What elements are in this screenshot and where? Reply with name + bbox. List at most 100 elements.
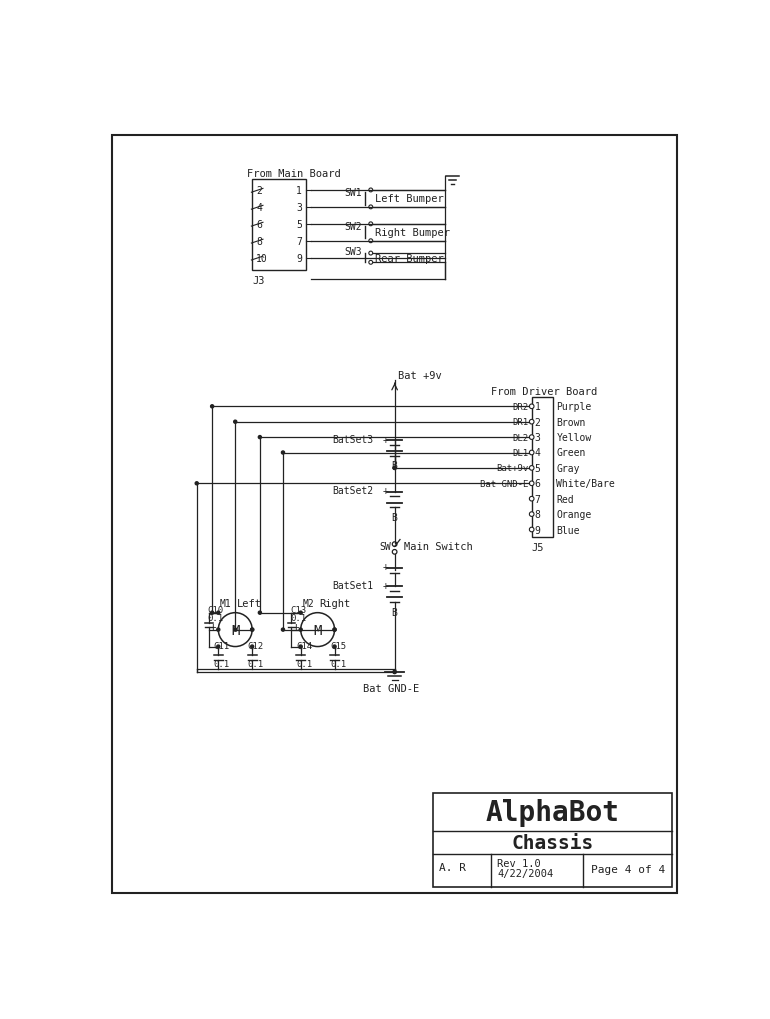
Bar xyxy=(253,180,306,271)
Circle shape xyxy=(251,629,254,632)
Circle shape xyxy=(530,466,534,471)
Text: Yellow: Yellow xyxy=(556,433,591,442)
Text: 9: 9 xyxy=(296,254,302,264)
Circle shape xyxy=(369,252,373,256)
Circle shape xyxy=(299,611,302,614)
Text: AlphaBot: AlphaBot xyxy=(485,798,620,826)
Text: B: B xyxy=(392,607,397,616)
Circle shape xyxy=(530,497,534,501)
Text: 7: 7 xyxy=(534,494,541,504)
Circle shape xyxy=(234,629,237,632)
Text: +: + xyxy=(210,622,217,631)
Circle shape xyxy=(333,629,336,632)
Text: 2: 2 xyxy=(534,418,541,427)
Text: SW3: SW3 xyxy=(345,247,363,257)
Circle shape xyxy=(299,629,302,632)
Text: Right Bumper: Right Bumper xyxy=(375,228,450,238)
Text: DL1: DL1 xyxy=(513,448,528,458)
Text: 3: 3 xyxy=(534,433,541,442)
Text: 9: 9 xyxy=(534,525,541,535)
Circle shape xyxy=(530,513,534,517)
Text: Bat GND-E: Bat GND-E xyxy=(363,683,420,693)
Circle shape xyxy=(530,482,534,486)
Text: 10: 10 xyxy=(256,254,268,264)
Bar xyxy=(531,397,553,538)
Circle shape xyxy=(393,467,397,470)
Text: 4: 4 xyxy=(534,448,541,459)
Text: Bat +9v: Bat +9v xyxy=(397,371,441,381)
Text: C11: C11 xyxy=(214,641,229,650)
Circle shape xyxy=(393,671,397,674)
Circle shape xyxy=(196,482,199,485)
Circle shape xyxy=(333,629,336,632)
Text: 4: 4 xyxy=(256,203,262,213)
Text: C10: C10 xyxy=(208,605,223,614)
Text: DR1: DR1 xyxy=(513,418,528,427)
Circle shape xyxy=(234,421,237,424)
Circle shape xyxy=(333,645,336,648)
Text: B: B xyxy=(392,513,397,523)
Text: White/Bare: White/Bare xyxy=(556,479,615,489)
Text: From Main Board: From Main Board xyxy=(246,168,340,178)
Circle shape xyxy=(369,261,373,265)
Text: 3: 3 xyxy=(296,203,302,213)
Text: B: B xyxy=(392,461,397,471)
Text: Right: Right xyxy=(320,598,350,608)
Text: SW1: SW1 xyxy=(345,187,363,198)
Circle shape xyxy=(211,406,214,409)
Text: 0.1: 0.1 xyxy=(214,659,229,668)
Circle shape xyxy=(530,405,534,410)
Text: 2: 2 xyxy=(256,185,262,196)
Circle shape xyxy=(282,451,285,454)
Circle shape xyxy=(217,629,220,632)
Text: Rev 1.0: Rev 1.0 xyxy=(497,858,541,868)
Text: M: M xyxy=(313,623,322,637)
Circle shape xyxy=(211,611,214,614)
Circle shape xyxy=(392,542,397,547)
Circle shape xyxy=(219,613,253,647)
Text: Main Switch: Main Switch xyxy=(403,542,473,552)
Text: Chassis: Chassis xyxy=(511,834,594,853)
Circle shape xyxy=(530,435,534,440)
Text: +: + xyxy=(383,434,389,444)
Circle shape xyxy=(530,420,534,425)
Text: Rear Bumper: Rear Bumper xyxy=(375,254,444,264)
Text: SW2: SW2 xyxy=(345,221,363,231)
Text: M: M xyxy=(231,623,239,637)
Text: M2: M2 xyxy=(302,598,314,608)
Text: DR2: DR2 xyxy=(513,403,528,412)
Text: Gray: Gray xyxy=(556,464,580,474)
Text: 0.1: 0.1 xyxy=(290,613,306,623)
Text: 8: 8 xyxy=(256,236,262,247)
Text: C14: C14 xyxy=(296,641,312,650)
Text: J3: J3 xyxy=(253,275,265,285)
Circle shape xyxy=(282,629,285,632)
Circle shape xyxy=(300,613,334,647)
Circle shape xyxy=(392,550,397,554)
Text: C12: C12 xyxy=(248,641,263,650)
Circle shape xyxy=(369,239,373,244)
Bar xyxy=(433,793,671,887)
Text: Bat+9v: Bat+9v xyxy=(497,464,528,473)
Circle shape xyxy=(393,671,397,674)
Text: Purple: Purple xyxy=(556,401,591,412)
Text: J5: J5 xyxy=(531,542,544,552)
Text: 1: 1 xyxy=(534,401,541,412)
Text: 6: 6 xyxy=(534,479,541,489)
Text: Bat GND-E: Bat GND-E xyxy=(480,479,528,488)
Text: 0.1: 0.1 xyxy=(296,659,312,668)
Circle shape xyxy=(530,528,534,532)
Text: DL2: DL2 xyxy=(513,433,528,442)
Text: Red: Red xyxy=(556,494,574,504)
Text: 1: 1 xyxy=(296,185,302,196)
Text: 8: 8 xyxy=(534,510,541,520)
Text: Left Bumper: Left Bumper xyxy=(375,195,444,204)
Text: +: + xyxy=(293,622,300,631)
Text: C13: C13 xyxy=(290,605,306,614)
Circle shape xyxy=(251,645,254,648)
Circle shape xyxy=(259,611,262,614)
Text: BatSet3: BatSet3 xyxy=(332,434,373,444)
Circle shape xyxy=(530,450,534,455)
Circle shape xyxy=(369,189,373,193)
Circle shape xyxy=(217,611,220,614)
